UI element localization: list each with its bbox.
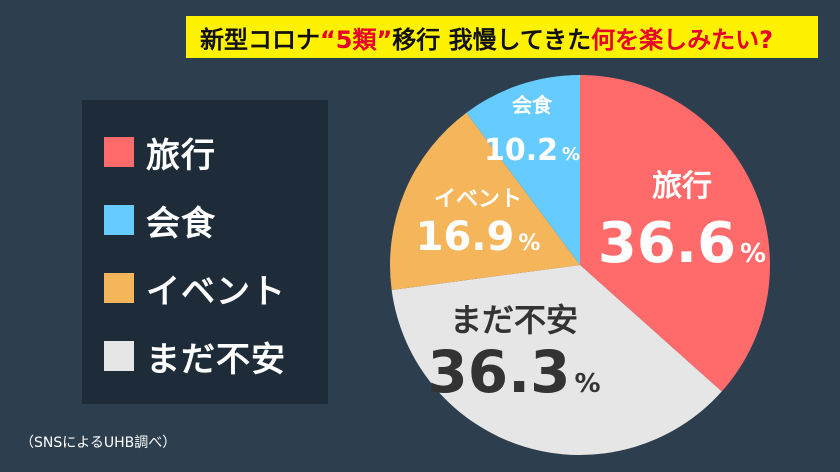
pie-slice-dining — [466, 75, 580, 265]
slice-value-dining: 10.2% — [484, 133, 580, 168]
slice-name-travel: 旅行 — [652, 169, 712, 204]
slice-name-dining: 会食 — [512, 93, 553, 117]
legend-swatch-event — [104, 273, 134, 303]
legend-item-event: イベント — [104, 264, 286, 312]
slice-name-event: イベント — [434, 187, 522, 212]
slice-value-still-anxious: 36.3% — [427, 338, 600, 406]
pie-slice-event — [389, 112, 580, 290]
slice-value-event: 16.9% — [416, 214, 541, 260]
chart-title: 新型コロナ “5類” 移行 我慢してきた 何を楽しみたい? — [186, 16, 818, 58]
pie-slice-still-anxious — [391, 265, 722, 456]
legend-label-still-anxious: まだ不安 — [146, 339, 286, 380]
legend-swatch-dining — [104, 205, 134, 235]
legend: 旅行 会食 イベント まだ不安 — [82, 100, 328, 404]
title-part-1: 新型コロナ — [200, 25, 320, 54]
title-part-4: 何を楽しみたい? — [591, 25, 774, 54]
legend-swatch-travel — [104, 137, 134, 167]
title-part-2: “5類” — [320, 25, 393, 54]
legend-item-dining: 会食 — [104, 196, 216, 244]
source-note: （SNSによるUHB調べ） — [20, 435, 177, 451]
slice-value-travel: 36.6% — [598, 211, 766, 276]
legend-label-travel: 旅行 — [146, 135, 216, 176]
legend-item-travel: 旅行 — [104, 128, 216, 176]
legend-label-dining: 会食 — [146, 203, 216, 244]
slice-name-still-anxious: まだ不安 — [450, 301, 578, 339]
pie-slice-travel — [580, 75, 770, 392]
legend-label-event: イベント — [146, 271, 286, 312]
title-part-3: 移行 我慢してきた — [392, 25, 592, 54]
legend-item-still-anxious: まだ不安 — [104, 332, 286, 380]
legend-swatch-still-anxious — [104, 341, 134, 371]
